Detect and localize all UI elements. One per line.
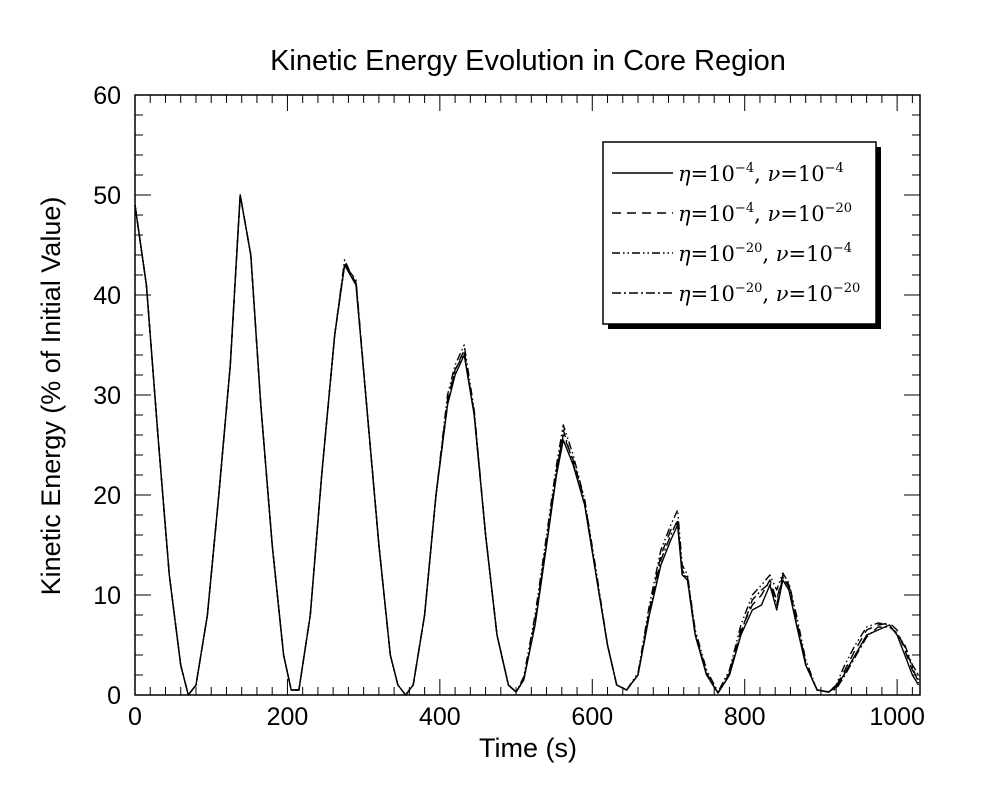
legend-label-3: η=10−20, ν=10−4 <box>678 241 852 266</box>
y-tick-label: 0 <box>107 682 121 710</box>
x-tick-label: 0 <box>128 703 142 731</box>
y-tick-label: 30 <box>93 382 121 410</box>
legend: η=10−4, ν=10−4 η=10−4, ν=10−20 η=10−20, ν=… <box>602 141 881 329</box>
legend-label-1: η=10−4, ν=10−4 <box>678 161 844 186</box>
y-tick-label: 60 <box>93 82 121 110</box>
tick-labels: 0 200 400 600 800 1000 0 10 20 30 40 50 60 <box>93 82 925 731</box>
x-tick-label: 400 <box>419 703 461 731</box>
series-line-4 <box>134 194 920 696</box>
legend-label-2: η=10−4, ν=10−20 <box>678 201 852 226</box>
chart-title: Kinetic Energy Evolution in Core Region <box>270 45 786 77</box>
x-tick-label: 200 <box>267 703 309 731</box>
y-tick-label: 50 <box>93 182 121 210</box>
x-tick-label: 600 <box>571 703 613 731</box>
y-tick-label: 10 <box>93 582 121 610</box>
series-group <box>134 194 920 696</box>
y-axis-label: Kinetic Energy (% of Initial Value) <box>36 197 66 596</box>
y-tick-label: 40 <box>93 282 121 310</box>
legend-label-4: η=10−20, ν=10−20 <box>678 281 860 306</box>
axis-ticks <box>134 94 920 696</box>
x-axis-label: Time (s) <box>479 733 577 763</box>
x-tick-label: 800 <box>724 703 766 731</box>
y-tick-label: 20 <box>93 482 121 510</box>
series-line-3 <box>134 194 920 696</box>
plot-frame <box>134 94 921 696</box>
x-tick-label: 1000 <box>869 703 925 731</box>
